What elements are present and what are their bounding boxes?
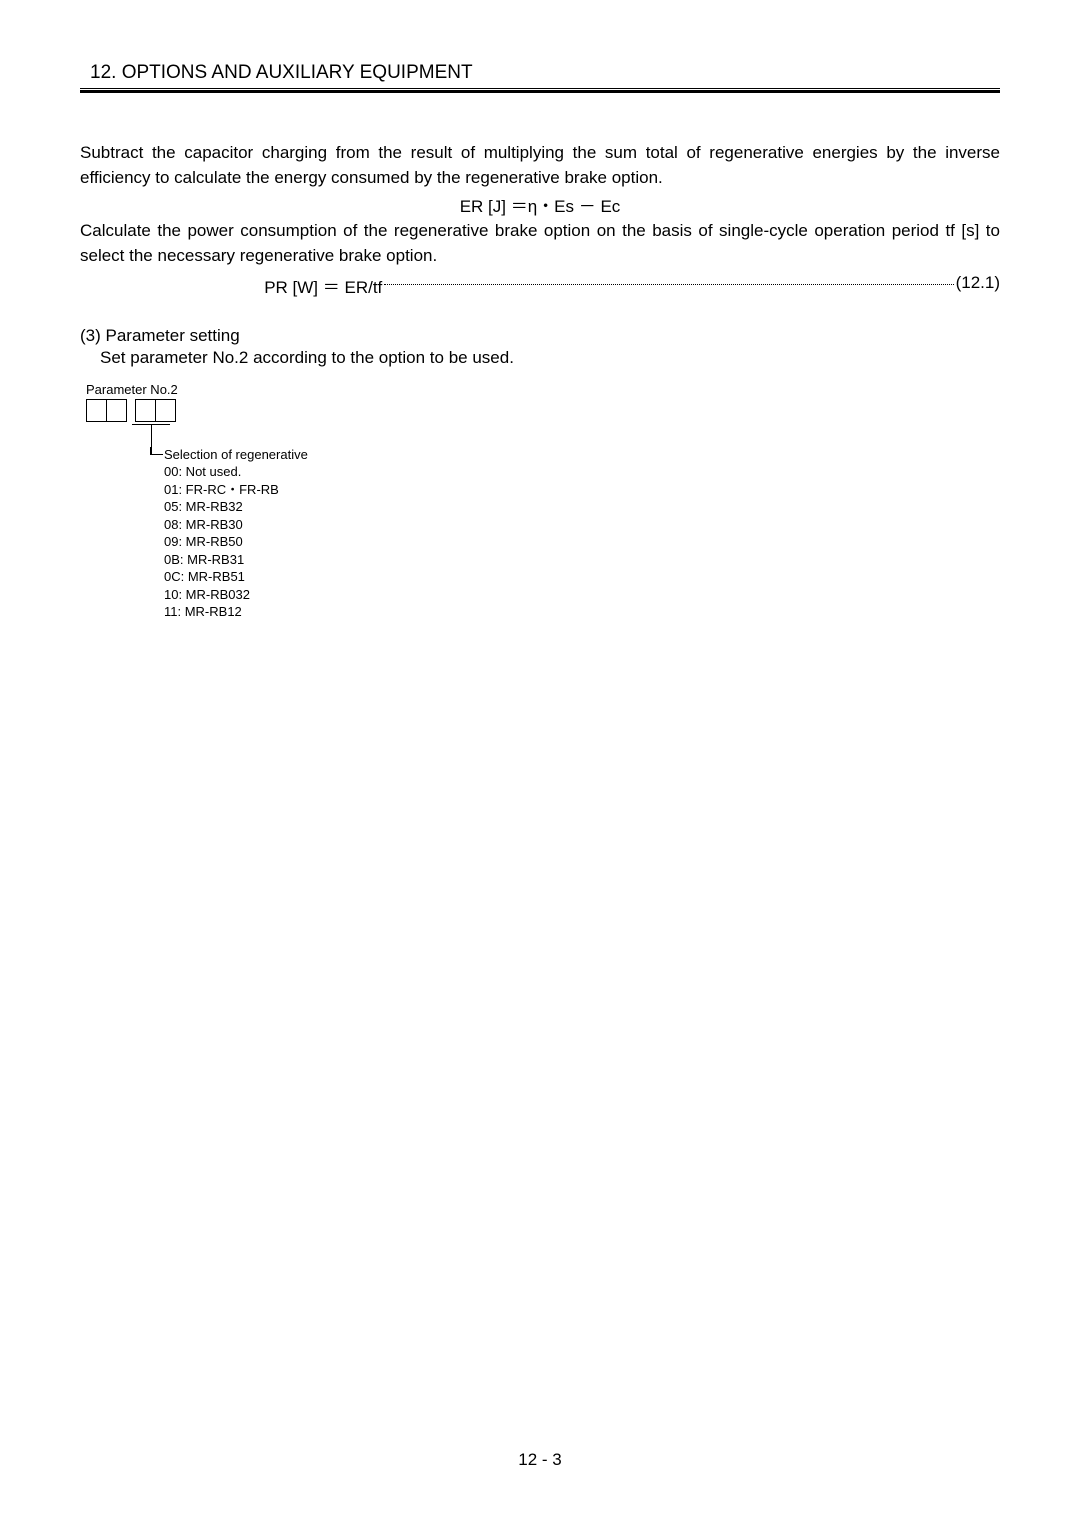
parameter-label: Parameter No.2 <box>86 382 1000 397</box>
chapter-title: 12. OPTIONS AND AUXILIARY EQUIPMENT <box>90 62 1000 84</box>
parameter-diagram: Parameter No.2 Selection of regenerative… <box>86 382 1000 621</box>
parameter-boxes <box>86 399 1000 422</box>
option-list: Selection of regenerative 00: Not used. … <box>164 446 1000 621</box>
section-3-heading: (3) Parameter setting <box>80 326 1000 346</box>
formula-pr-line: PR [W] ＝ ER/tf (12.1) <box>80 273 1000 298</box>
title-divider <box>80 88 1000 93</box>
formula-pr: PR [W] ＝ ER/tf <box>80 273 382 298</box>
option-item: 0C: MR-RB51 <box>164 568 1000 586</box>
param-box <box>86 399 107 422</box>
param-box <box>155 399 176 422</box>
formula-er: ER [J] ＝η・Es － Ec <box>80 192 1000 217</box>
param-box <box>106 399 127 422</box>
option-item: 09: MR-RB50 <box>164 533 1000 551</box>
option-item: 0B: MR-RB31 <box>164 551 1000 569</box>
param-box <box>135 399 156 422</box>
option-item: 00: Not used. <box>164 463 1000 481</box>
option-item: 05: MR-RB32 <box>164 498 1000 516</box>
section-3-body: Set parameter No.2 according to the opti… <box>100 348 1000 368</box>
option-list-title: Selection of regenerative <box>164 446 1000 464</box>
option-item: 01: FR-RC・FR-RB <box>164 481 1000 499</box>
option-item: 08: MR-RB30 <box>164 516 1000 534</box>
paragraph-1: Subtract the capacitor charging from the… <box>80 141 1000 190</box>
page-number: 12 - 3 <box>0 1450 1080 1470</box>
option-item: 10: MR-RB032 <box>164 586 1000 604</box>
paragraph-2: Calculate the power consumption of the r… <box>80 219 1000 268</box>
option-item: 11: MR-RB12 <box>164 603 1000 621</box>
dot-leader <box>384 273 953 285</box>
equation-number: (12.1) <box>956 273 1000 298</box>
